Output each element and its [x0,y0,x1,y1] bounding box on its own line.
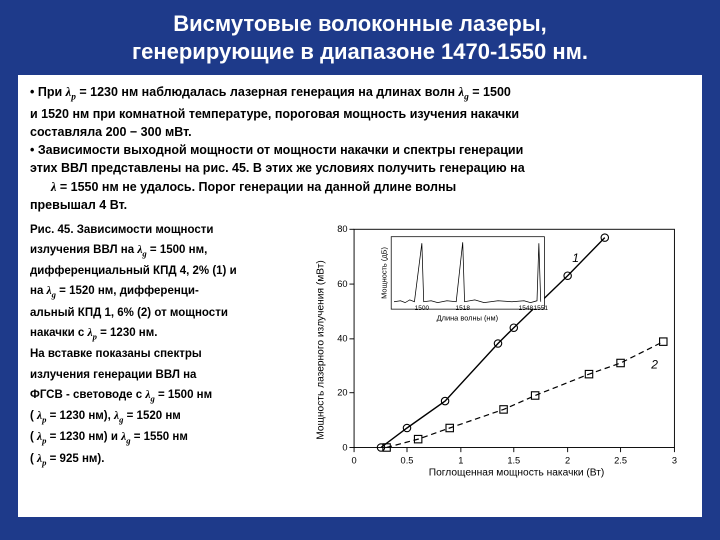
svg-text:1: 1 [572,251,579,265]
svg-text:20: 20 [337,387,347,397]
content-box: • При λp = 1230 нм наблюдалась лазерная … [18,75,702,517]
svg-text:60: 60 [337,279,347,289]
x-axis-label: Поглощенная мощность накачки (Вт) [429,467,605,478]
series-2-line [387,341,664,447]
svg-text:1518: 1518 [455,305,470,312]
svg-text:2: 2 [650,357,658,371]
svg-text:1500: 1500 [415,305,430,312]
chart-area: Мощность лазерного излучения (мВт) Погло… [306,220,690,485]
y-axis-label: Мощность лазерного излучения (мВт) [315,260,326,440]
svg-text:40: 40 [337,333,347,343]
body-text: • При λp = 1230 нм наблюдалась лазерная … [30,83,690,214]
series-2-markers [383,338,667,451]
inset-chart: Мощность (дБ) Длина волны (нм) 1500 1518… [380,237,549,323]
main-chart: Мощность лазерного излучения (мВт) Погло… [306,220,690,480]
svg-text:0: 0 [351,455,356,465]
svg-text:0.5: 0.5 [401,455,414,465]
svg-text:2.5: 2.5 [614,455,627,465]
svg-text:1.5: 1.5 [507,455,520,465]
svg-text:2: 2 [565,455,570,465]
svg-text:1: 1 [458,455,463,465]
slide-title: Висмутовые волоконные лазеры, генерирующ… [0,0,720,71]
svg-text:0: 0 [342,442,347,452]
svg-text:Мощность (дБ): Мощность (дБ) [380,247,389,299]
figure-caption: Рис. 45. Зависимости мощности излучения … [30,220,306,485]
svg-text:1548: 1548 [519,305,534,312]
svg-text:3: 3 [672,455,677,465]
svg-text:Длина волны (нм): Длина волны (нм) [437,313,498,322]
svg-text:1551: 1551 [533,305,548,312]
svg-text:80: 80 [337,224,347,234]
